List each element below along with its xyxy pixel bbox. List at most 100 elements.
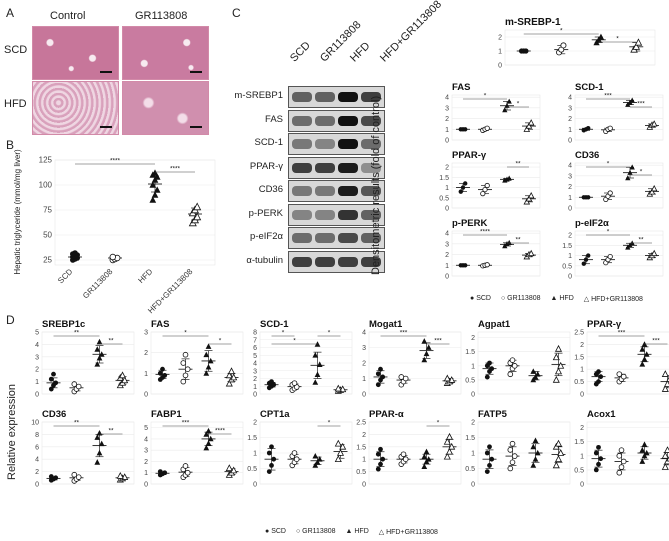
- point-scd: [487, 444, 492, 450]
- point-scd: [598, 374, 604, 380]
- point-hfd-gr113808: [525, 195, 533, 202]
- y-tick-label: 1: [362, 457, 366, 464]
- y-tick-label: 8: [35, 432, 39, 439]
- y-tick-label: 2: [253, 420, 257, 427]
- panel-title: FABP1: [151, 409, 182, 420]
- point-gr113808: [180, 360, 187, 366]
- lane-label: SCD: [288, 39, 313, 65]
- point-scd: [380, 456, 386, 462]
- y-tick-label: 0: [568, 274, 572, 281]
- point-scd: [269, 444, 274, 450]
- point-hfd-gr113808: [554, 439, 563, 447]
- y-tick-label: 4: [144, 436, 148, 443]
- point-hfd: [205, 427, 212, 434]
- y-tick-label: 5: [35, 330, 39, 337]
- legend-item-hfd-gr113808: △ HFD+GR113808: [378, 529, 438, 536]
- significance-label: **: [515, 161, 521, 168]
- y-tick-label: 2: [362, 432, 366, 439]
- y-tick-label: 0: [568, 138, 572, 145]
- point-hfd-gr113808: [336, 449, 345, 456]
- point-hfd-gr113808: [666, 376, 669, 382]
- blot-row: p-eIF2α: [205, 226, 385, 249]
- point-hfd: [639, 361, 646, 367]
- point-scd: [375, 382, 381, 388]
- y-tick-label: 0.5: [574, 467, 584, 474]
- point-gr113808: [507, 447, 514, 453]
- point-hfd-gr113808: [443, 452, 451, 460]
- point-hfd: [425, 344, 432, 350]
- blot-label: SCD-1: [254, 137, 283, 148]
- y-tick-label: 3: [568, 173, 572, 180]
- point-gr113808: [182, 463, 189, 469]
- significance-label: ***: [434, 338, 442, 345]
- point-hfd-gr113808: [118, 371, 127, 379]
- histo-col-control: Control: [50, 10, 86, 22]
- point-scd: [375, 466, 381, 472]
- point-gr113808: [182, 351, 189, 358]
- y-tick-label: 1.5: [465, 435, 475, 442]
- y-tick-label: 2: [445, 252, 449, 259]
- point-scd: [51, 371, 56, 377]
- point-hfd-gr113808: [650, 184, 658, 192]
- blot-strip: [288, 156, 385, 179]
- point-hfd-gr113808: [527, 119, 535, 126]
- point-hfd: [627, 169, 633, 175]
- legend-item-hfd: ▲ HFD: [345, 528, 369, 535]
- point-scd: [463, 181, 468, 186]
- point-hfd-gr113808: [525, 122, 533, 129]
- y-tick-label: 2: [580, 342, 584, 349]
- blot-row: PPAR-γ: [205, 156, 385, 179]
- point-gr113808: [480, 191, 486, 197]
- y-tick-label: 1.5: [247, 435, 257, 442]
- y-tick-label: 10: [31, 420, 39, 427]
- point-gr113808: [507, 465, 514, 472]
- point-scd: [586, 126, 591, 131]
- significance-label: ***: [637, 101, 645, 108]
- y-tick-label: 7: [253, 337, 257, 344]
- y-tick-label: 2: [568, 116, 572, 123]
- point-gr113808: [184, 366, 191, 372]
- blot-row: α-tubulin: [205, 250, 385, 273]
- point-scd: [463, 263, 468, 268]
- significance-label: *: [517, 101, 520, 108]
- blot-band: [361, 139, 381, 149]
- y-tick-label: 2.5: [574, 330, 584, 337]
- point-hfd: [316, 361, 323, 367]
- point-hfd-gr113808: [650, 120, 658, 127]
- panel-letter-b: B: [6, 138, 15, 152]
- panel-title: FAS: [151, 319, 169, 330]
- point-hfd: [532, 456, 539, 462]
- histology-scd-control: [32, 26, 119, 80]
- y-tick-label: 0: [445, 138, 449, 145]
- point-hfd: [205, 440, 212, 446]
- y-tick-label: 2: [498, 35, 502, 42]
- point-hfd-gr113808: [661, 463, 669, 470]
- point-hfd: [205, 343, 212, 349]
- point-scd: [484, 374, 490, 380]
- point-hfd-gr113808: [554, 344, 563, 352]
- significance-label: *: [560, 28, 563, 35]
- point-scd: [378, 461, 383, 467]
- lane-label: HFD: [348, 40, 373, 65]
- blot-band: [338, 209, 358, 220]
- densitometry-charts: 012m-SREBP-1**01234FAS**01234SCD-1******…: [439, 17, 664, 281]
- point-hfd-gr113808: [661, 370, 669, 377]
- point-gr113808: [607, 125, 613, 131]
- point-hfd: [96, 449, 103, 456]
- densito-ylabel: Densitometric results (fold of control): [370, 95, 382, 275]
- y-tick-label: 3: [144, 330, 148, 337]
- y-tick-label: 3: [144, 448, 148, 455]
- blot-row: CD36: [205, 179, 385, 202]
- point-scd: [596, 461, 601, 467]
- point-hfd: [205, 364, 212, 370]
- y-tick-label: 2: [253, 376, 257, 383]
- plot-area: [574, 162, 664, 209]
- panel-title: CD36: [42, 409, 66, 420]
- point-hfd: [314, 459, 321, 465]
- y-tick-label: 4: [568, 95, 572, 102]
- y-tick-label: 1.5: [562, 243, 572, 250]
- significance-label: *: [293, 338, 296, 345]
- panel-title: PPAR-α: [369, 409, 404, 420]
- point-hfd-gr113808: [334, 384, 342, 392]
- panel-title: FATP5: [478, 409, 508, 420]
